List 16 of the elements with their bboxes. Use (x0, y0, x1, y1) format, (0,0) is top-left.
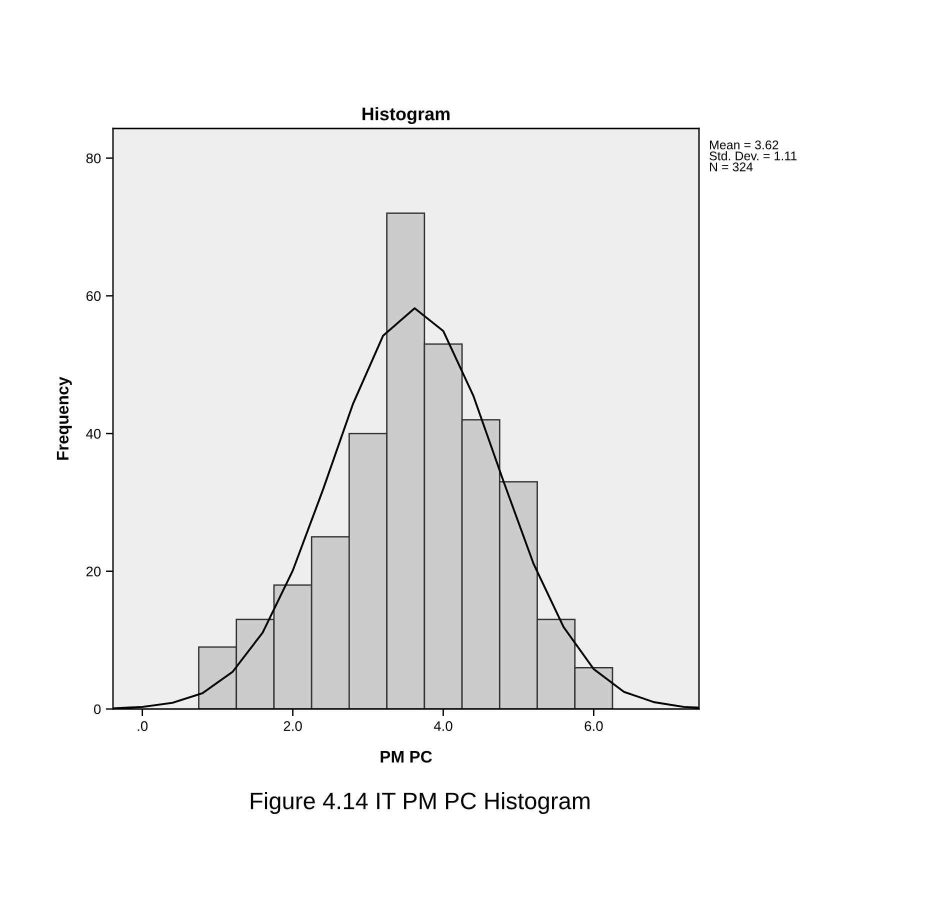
x-tick-label: 2.0 (284, 721, 302, 732)
text: Mean = 3.62 (710, 140, 778, 150)
y-tick-label: 80 (86, 153, 101, 164)
chart-title: Histogram (362, 107, 450, 124)
y-axis-title: Frequency (56, 376, 72, 460)
y-tick-label: 0 (94, 704, 101, 714)
y-tick-label: 40 (86, 428, 101, 439)
text: N = 324 (710, 162, 753, 172)
y-tick-label: 20 (86, 566, 101, 576)
x-tick-label: 4.0 (434, 721, 452, 732)
x-tick-label: 6.0 (584, 721, 603, 732)
caption: Figure 4.14 IT PM PC Histogram (250, 792, 590, 814)
y-tick-label: 60 (86, 291, 101, 301)
text: Std. Dev. = 1.11 (710, 151, 797, 160)
x-axis-title: PM PC (380, 750, 432, 763)
x-tick-label: .0 (138, 721, 148, 732)
